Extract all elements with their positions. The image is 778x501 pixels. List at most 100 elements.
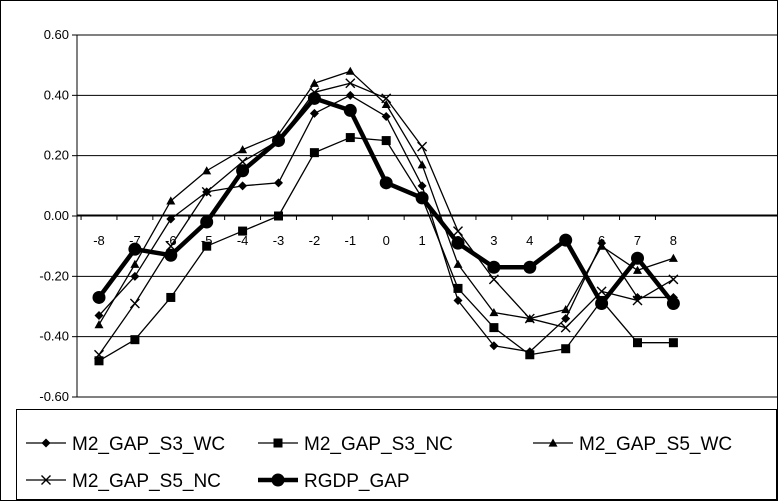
y-tick-label: -0.60	[39, 389, 69, 404]
x-tick-label: 7	[634, 233, 641, 248]
data-point	[489, 341, 499, 351]
y-tick-label: 0.60	[44, 27, 69, 42]
data-point	[379, 176, 393, 190]
x-tick-label: -8	[93, 233, 105, 248]
data-point	[415, 191, 429, 205]
data-point	[166, 292, 176, 302]
y-axis-tick-labels: 0.60 0.40 0.20 0.00 -0.20 -0.40 -0.60	[39, 27, 69, 404]
data-point	[202, 166, 212, 175]
data-point	[94, 311, 104, 321]
data-point	[166, 196, 176, 205]
y-tick-label: 0.00	[44, 208, 69, 223]
series-lines	[92, 66, 680, 366]
data-point	[487, 260, 501, 274]
x-tick-label: 8	[670, 233, 677, 248]
data-point	[345, 133, 355, 143]
data-point	[453, 226, 463, 237]
x-tick-label: 0	[383, 233, 390, 248]
legend-marker	[271, 473, 285, 487]
data-point	[166, 214, 176, 224]
legend-marker	[41, 475, 51, 485]
legend-label: M2_GAP_S5_WC	[579, 434, 732, 455]
data-point	[561, 305, 571, 314]
data-point	[128, 242, 142, 256]
x-tick-label: -2	[309, 233, 321, 248]
y-tick-label: 0.40	[44, 87, 69, 102]
data-point	[453, 283, 463, 293]
data-point	[129, 298, 140, 309]
data-point	[597, 241, 607, 250]
data-point	[561, 314, 571, 324]
data-point	[559, 233, 573, 247]
data-point	[309, 78, 319, 87]
data-point	[307, 91, 321, 105]
data-point	[417, 141, 428, 152]
gridlines	[77, 34, 778, 398]
series-rgdp-gap	[92, 91, 680, 310]
data-point	[94, 320, 104, 329]
data-point	[130, 259, 140, 268]
data-point	[130, 271, 140, 281]
data-point	[164, 248, 178, 262]
legend-item: M2_GAP_S5_NC	[26, 471, 221, 492]
data-point	[668, 253, 678, 262]
data-point	[489, 323, 499, 333]
data-point	[309, 108, 319, 118]
legend-item: RGDP_GAP	[258, 471, 410, 492]
legend-marker	[273, 438, 283, 448]
legend-label: M2_GAP_S3_NC	[304, 434, 453, 455]
data-point	[343, 103, 357, 117]
data-point	[451, 236, 465, 250]
data-point	[94, 349, 104, 360]
legend-label: M2_GAP_S5_NC	[72, 471, 221, 492]
data-point	[274, 211, 283, 221]
data-point	[238, 181, 248, 191]
data-point	[238, 226, 248, 236]
legend-label: M2_GAP_S3_WC	[72, 434, 225, 455]
data-point	[381, 136, 391, 146]
data-point	[488, 274, 499, 285]
data-point	[632, 295, 643, 306]
data-point	[631, 251, 644, 265]
legend-marker	[41, 438, 51, 448]
data-point	[453, 295, 463, 305]
legend-item: M2_GAP_S5_WC	[533, 434, 732, 455]
data-point	[417, 160, 427, 169]
data-point	[272, 134, 285, 148]
data-point	[345, 78, 356, 89]
data-point	[595, 296, 609, 310]
data-point	[201, 186, 212, 197]
data-point	[381, 111, 391, 121]
data-point	[668, 274, 679, 285]
data-point	[417, 181, 427, 191]
data-point	[524, 313, 535, 324]
data-point	[666, 296, 680, 310]
x-tick-label: -7	[129, 233, 141, 248]
legend-box	[16, 409, 777, 500]
x-tick-label: -4	[237, 233, 249, 248]
data-point	[633, 265, 642, 274]
data-point	[525, 350, 535, 360]
data-point	[238, 145, 248, 154]
data-point	[165, 241, 176, 252]
legend-marker	[548, 438, 558, 447]
legend-label: RGDP_GAP	[304, 471, 410, 492]
data-point	[94, 356, 104, 366]
data-point	[561, 344, 571, 354]
x-tick-label: -5	[201, 233, 213, 248]
data-point	[236, 164, 250, 178]
data-point	[633, 338, 642, 348]
data-point	[489, 308, 499, 317]
x-tick-label: 1	[418, 233, 425, 248]
data-point	[453, 259, 463, 268]
data-point	[202, 241, 212, 251]
data-point	[345, 66, 355, 75]
y-tick-label: -0.20	[39, 268, 69, 283]
legend: M2_GAP_S3_WC M2_GAP_S3_NC M2_GAP_S5_WC M2_G…	[16, 409, 777, 500]
data-point	[381, 93, 392, 104]
legend-item: M2_GAP_S3_NC	[258, 434, 453, 455]
x-tick-label: 4	[526, 233, 533, 248]
data-point	[274, 178, 283, 188]
